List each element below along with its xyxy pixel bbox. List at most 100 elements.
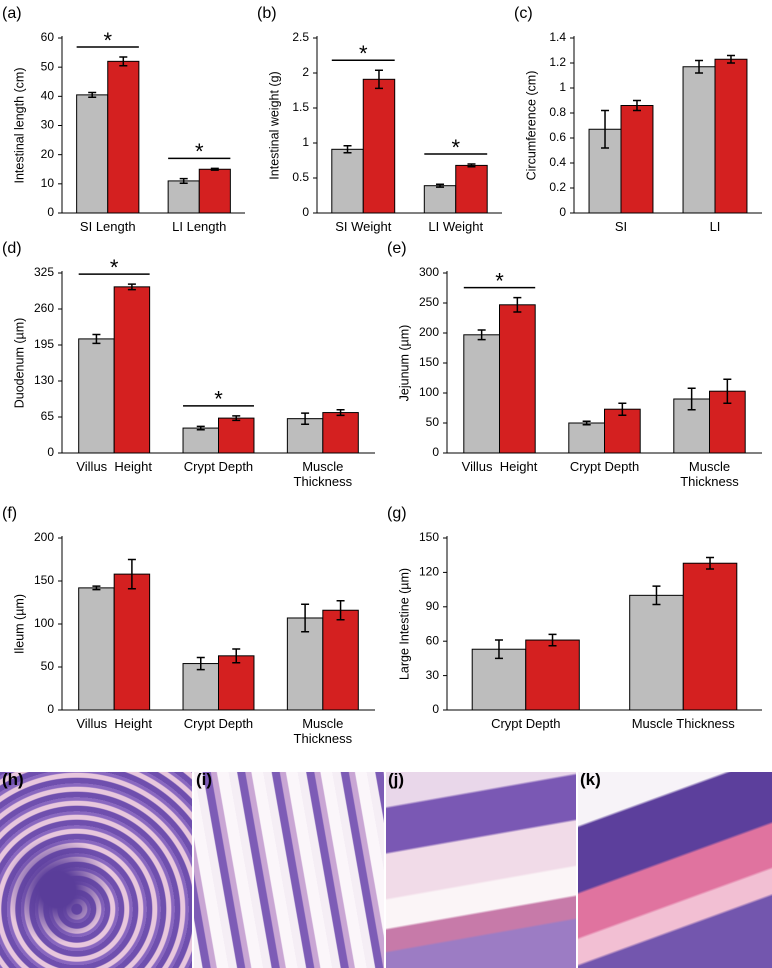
y-tick-label: 0 [432, 702, 439, 716]
y-tick-label: 50 [41, 659, 55, 673]
error-bar [706, 556, 715, 570]
chart: (f) Ileum (µm) 0 50 100 150 200 [2, 505, 375, 716]
x-tick-label: Villus Height [76, 459, 152, 474]
bar [113, 573, 151, 711]
histology-image: (h) [0, 770, 192, 968]
y-tick-label: 150 [34, 573, 54, 587]
y-tick-label: 325 [34, 265, 54, 279]
error-bar [343, 145, 352, 154]
y-axis-label: Large Intestine (µm) [397, 568, 411, 680]
y-tick-label: 195 [34, 337, 54, 351]
chart: (d) Duodenum (µm) 0 65 130 195 260 325 * * [2, 240, 375, 459]
bar [362, 78, 396, 214]
bar [423, 185, 457, 214]
bar [198, 168, 231, 214]
error-bar [652, 585, 661, 606]
error-bar [196, 425, 205, 431]
error-bar [92, 585, 101, 591]
panel-label: (j) [388, 770, 405, 789]
y-tick-label: 1.2 [549, 55, 566, 69]
y-tick-label: 0.5 [292, 170, 309, 184]
histology-image: (k) [578, 770, 772, 968]
bar [107, 60, 140, 214]
y-tick-label: 130 [34, 373, 54, 387]
bar [455, 164, 488, 214]
x-tick-label: Crypt Depth [183, 459, 254, 474]
bar [76, 94, 109, 214]
panel-label: (e) [387, 240, 407, 257]
bar [682, 562, 738, 711]
error-bar [232, 415, 241, 422]
bar [78, 587, 115, 711]
error-bar [179, 177, 188, 184]
panel-label: (d) [2, 240, 22, 257]
y-tick-label: 150 [419, 530, 439, 544]
y-tick-label: 10 [41, 176, 55, 190]
y-tick-label: 40 [41, 89, 55, 103]
error-bar [582, 420, 591, 426]
histology-image: (j) [386, 770, 576, 968]
x-tick-label: SI [614, 219, 628, 234]
y-tick-label: 200 [34, 530, 54, 544]
y-tick-label: 30 [426, 668, 440, 682]
y-tick-label: 260 [34, 301, 54, 315]
x-tick-label: Muscle Thickness [293, 459, 353, 489]
error-bar [513, 296, 522, 313]
y-tick-label: 50 [426, 415, 440, 429]
panel-label: (g) [387, 505, 407, 522]
bar [714, 58, 748, 214]
y-tick-label: 0 [432, 445, 439, 459]
error-bar [301, 412, 310, 425]
bar [331, 148, 364, 214]
bar [629, 594, 684, 711]
error-bar [695, 59, 704, 74]
error-bar [723, 378, 732, 404]
y-tick-label: 100 [34, 616, 54, 630]
bar [568, 422, 606, 454]
y-tick-label: 60 [41, 30, 55, 44]
error-bar [336, 600, 345, 621]
error-bar [232, 648, 241, 664]
panel-label: (b) [257, 5, 277, 22]
panel-label: (f) [2, 505, 17, 522]
error-bar [92, 333, 101, 345]
error-bar [494, 639, 503, 660]
error-bar [477, 329, 486, 341]
chart: (a) Intestinal length (cm) 0 10 20 30 40 50 60 * * [2, 5, 245, 219]
bar [78, 338, 115, 454]
y-tick-label: 60 [426, 633, 440, 647]
error-bar [301, 603, 310, 633]
y-tick-label: 0.8 [549, 105, 566, 119]
y-axis-label: Intestinal length (cm) [12, 67, 26, 183]
y-tick-label: 20 [41, 147, 55, 161]
x-tick-label: Villus Height [76, 716, 152, 731]
chart: (c) Circumference (cm) 0 0.2 0.4 0.6 0.8 1 1.2 1.… [514, 5, 762, 219]
y-tick-label: 0.4 [549, 155, 566, 169]
error-bar [210, 167, 219, 171]
chart: (b) Intestinal weight (g) 0 0.5 1 1.5 2 2.5 * * [257, 5, 502, 219]
error-bar [336, 409, 345, 417]
y-axis-label: Ileum (µm) [12, 594, 26, 654]
chart-panel: (f) Ileum (µm) 0 50 100 150 200 Villus Height Cr… [0, 500, 385, 770]
bar [218, 655, 255, 711]
bar [499, 304, 536, 454]
y-tick-label: 2 [302, 65, 309, 79]
bar [322, 412, 359, 454]
bar [620, 105, 654, 214]
y-tick-label: 50 [41, 59, 55, 73]
x-tick-label: Villus Height [461, 459, 538, 474]
error-bar [127, 558, 136, 590]
error-bar [726, 54, 735, 64]
y-tick-label: 30 [41, 118, 55, 132]
y-tick-label: 1 [559, 80, 566, 94]
y-tick-label: 300 [419, 265, 439, 279]
bar [463, 334, 501, 454]
x-tick-label: Muscle Thickness [680, 459, 739, 489]
y-axis-label: Duodenum (µm) [12, 318, 26, 409]
chart-panel: (e) Jejunum (µm) 0 50 100 150 200 250 300 * Villus… [385, 235, 772, 500]
x-tick-label: Muscle Thickness [293, 716, 353, 746]
error-bar [119, 56, 128, 67]
chart-panel: (a) Intestinal length (cm) 0 10 20 30 40 50 60 * *… [0, 0, 255, 235]
bar [682, 66, 716, 214]
